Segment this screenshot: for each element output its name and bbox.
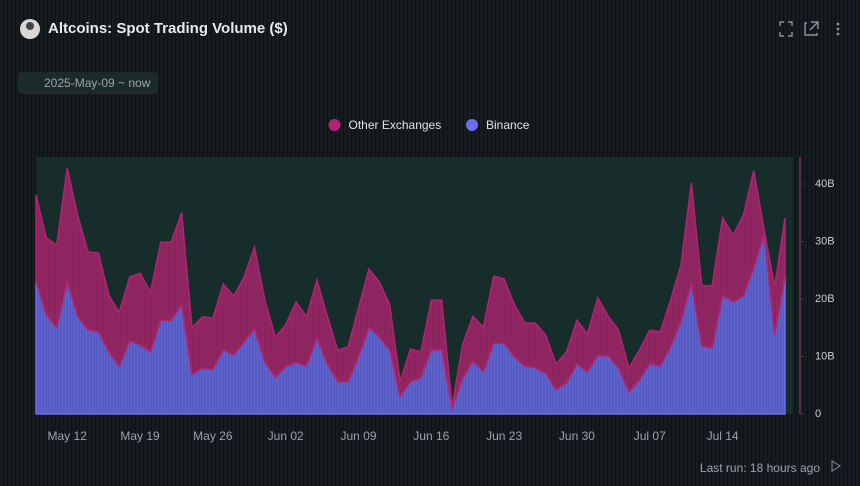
menu-icon[interactable] (836, 22, 840, 36)
x-tick-label: Jun 02 (268, 429, 304, 443)
open-icon[interactable] (804, 21, 819, 36)
legend-label: Other Exchanges (349, 118, 442, 132)
avatar-head (26, 22, 34, 30)
x-tick-label: May 19 (120, 429, 160, 443)
run-icon[interactable] (831, 460, 841, 472)
title: Altcoins: Spot Trading Volume ($) (48, 20, 288, 37)
x-tick-label: Jun 16 (413, 429, 449, 443)
date-filter[interactable]: 2025-May-09 ~ now (18, 72, 159, 94)
fullscreen-icon[interactable] (779, 21, 793, 37)
last-run: Last run: 18 hours ago (699, 461, 820, 475)
x-tick-label: May 26 (193, 429, 233, 443)
toolbar[interactable] (779, 21, 819, 37)
legend-marker (466, 119, 478, 131)
legend-label: Binance (486, 118, 530, 132)
x-tick-label: Jul 07 (634, 429, 666, 443)
y-tick-label: 20B (815, 293, 835, 305)
y-tick-label: 40B (815, 178, 835, 190)
y-tick-label: 10B (815, 350, 835, 362)
x-tick-label: Jun 09 (340, 429, 376, 443)
y-tick-label: 30B (815, 235, 835, 247)
x-tick-label: Jun 30 (559, 429, 595, 443)
y-tick-label: 0 (815, 408, 821, 420)
legend-marker (328, 119, 341, 131)
x-tick-label: May 12 (48, 429, 88, 443)
x-tick-label: Jul 14 (707, 429, 739, 443)
area (35, 167, 786, 412)
x-tick-label: Jun 23 (486, 429, 522, 443)
